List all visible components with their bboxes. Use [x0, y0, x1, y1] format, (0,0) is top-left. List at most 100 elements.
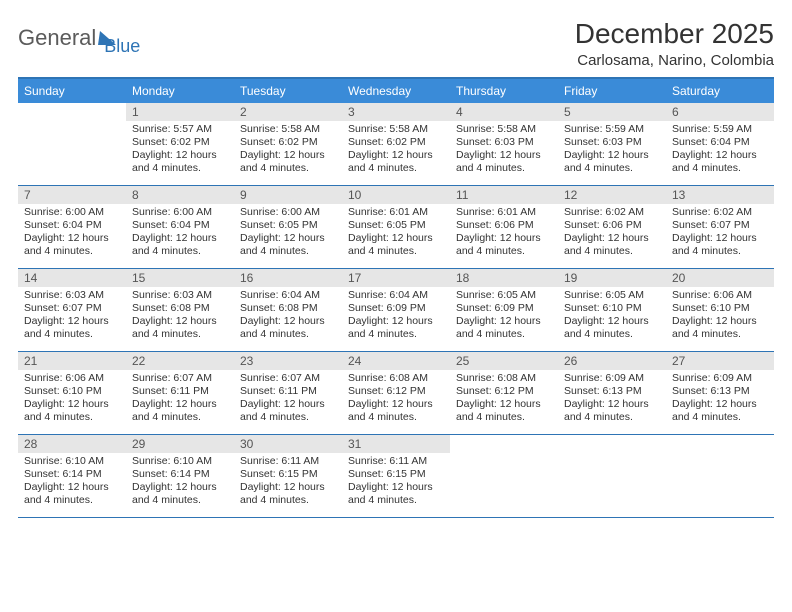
day-number: 20 — [666, 269, 774, 287]
day-number: 22 — [126, 352, 234, 370]
calendar-cell: 2Sunrise: 5:58 AMSunset: 6:02 PMDaylight… — [234, 103, 342, 185]
day-info: Sunrise: 6:06 AMSunset: 6:10 PMDaylight:… — [666, 287, 774, 346]
day-info: Sunrise: 6:06 AMSunset: 6:10 PMDaylight:… — [18, 370, 126, 429]
day-number: 31 — [342, 435, 450, 453]
calendar-cell: 31Sunrise: 6:11 AMSunset: 6:15 PMDayligh… — [342, 435, 450, 517]
calendar-cell — [666, 435, 774, 517]
month-title: December 2025 — [575, 18, 774, 50]
calendar-cell: 8Sunrise: 6:00 AMSunset: 6:04 PMDaylight… — [126, 186, 234, 268]
day-number: 30 — [234, 435, 342, 453]
calendar-cell — [558, 435, 666, 517]
day-number: 24 — [342, 352, 450, 370]
day-info: Sunrise: 6:02 AMSunset: 6:07 PMDaylight:… — [666, 204, 774, 263]
calendar-cell: 29Sunrise: 6:10 AMSunset: 6:14 PMDayligh… — [126, 435, 234, 517]
day-info: Sunrise: 6:08 AMSunset: 6:12 PMDaylight:… — [450, 370, 558, 429]
calendar-cell: 19Sunrise: 6:05 AMSunset: 6:10 PMDayligh… — [558, 269, 666, 351]
day-number: 11 — [450, 186, 558, 204]
day-number: 14 — [18, 269, 126, 287]
day-info: Sunrise: 6:00 AMSunset: 6:04 PMDaylight:… — [126, 204, 234, 263]
calendar-cell: 12Sunrise: 6:02 AMSunset: 6:06 PMDayligh… — [558, 186, 666, 268]
day-number: 5 — [558, 103, 666, 121]
day-info: Sunrise: 5:58 AMSunset: 6:03 PMDaylight:… — [450, 121, 558, 180]
day-header-cell: Wednesday — [342, 79, 450, 103]
day-info: Sunrise: 6:04 AMSunset: 6:08 PMDaylight:… — [234, 287, 342, 346]
day-header-cell: Sunday — [18, 79, 126, 103]
logo-triangle-icon — [98, 31, 118, 45]
day-number: 15 — [126, 269, 234, 287]
day-info: Sunrise: 5:59 AMSunset: 6:03 PMDaylight:… — [558, 121, 666, 180]
day-info: Sunrise: 5:57 AMSunset: 6:02 PMDaylight:… — [126, 121, 234, 180]
day-number: 27 — [666, 352, 774, 370]
calendar-cell: 11Sunrise: 6:01 AMSunset: 6:06 PMDayligh… — [450, 186, 558, 268]
day-number: 21 — [18, 352, 126, 370]
calendar-cell: 20Sunrise: 6:06 AMSunset: 6:10 PMDayligh… — [666, 269, 774, 351]
week-row: 7Sunrise: 6:00 AMSunset: 6:04 PMDaylight… — [18, 186, 774, 269]
calendar-cell: 22Sunrise: 6:07 AMSunset: 6:11 PMDayligh… — [126, 352, 234, 434]
day-info: Sunrise: 5:58 AMSunset: 6:02 PMDaylight:… — [342, 121, 450, 180]
day-number: 25 — [450, 352, 558, 370]
calendar-cell: 24Sunrise: 6:08 AMSunset: 6:12 PMDayligh… — [342, 352, 450, 434]
day-info: Sunrise: 6:08 AMSunset: 6:12 PMDaylight:… — [342, 370, 450, 429]
day-info: Sunrise: 6:05 AMSunset: 6:09 PMDaylight:… — [450, 287, 558, 346]
day-number: 10 — [342, 186, 450, 204]
logo: General Blue — [18, 18, 140, 57]
day-number: 29 — [126, 435, 234, 453]
header: General Blue December 2025 Carlosama, Na… — [18, 18, 774, 69]
day-number: 26 — [558, 352, 666, 370]
calendar-cell: 27Sunrise: 6:09 AMSunset: 6:13 PMDayligh… — [666, 352, 774, 434]
title-block: December 2025 Carlosama, Narino, Colombi… — [575, 18, 774, 69]
calendar-cell: 3Sunrise: 5:58 AMSunset: 6:02 PMDaylight… — [342, 103, 450, 185]
day-info: Sunrise: 6:01 AMSunset: 6:05 PMDaylight:… — [342, 204, 450, 263]
day-info: Sunrise: 5:58 AMSunset: 6:02 PMDaylight:… — [234, 121, 342, 180]
day-number: 28 — [18, 435, 126, 453]
day-info: Sunrise: 6:00 AMSunset: 6:04 PMDaylight:… — [18, 204, 126, 263]
day-header-cell: Tuesday — [234, 79, 342, 103]
day-info: Sunrise: 6:00 AMSunset: 6:05 PMDaylight:… — [234, 204, 342, 263]
day-info: Sunrise: 6:07 AMSunset: 6:11 PMDaylight:… — [126, 370, 234, 429]
calendar-cell: 23Sunrise: 6:07 AMSunset: 6:11 PMDayligh… — [234, 352, 342, 434]
day-number: 13 — [666, 186, 774, 204]
calendar-cell: 25Sunrise: 6:08 AMSunset: 6:12 PMDayligh… — [450, 352, 558, 434]
calendar-cell: 6Sunrise: 5:59 AMSunset: 6:04 PMDaylight… — [666, 103, 774, 185]
day-info: Sunrise: 6:04 AMSunset: 6:09 PMDaylight:… — [342, 287, 450, 346]
calendar: SundayMondayTuesdayWednesdayThursdayFrid… — [18, 77, 774, 518]
day-info: Sunrise: 6:09 AMSunset: 6:13 PMDaylight:… — [558, 370, 666, 429]
location: Carlosama, Narino, Colombia — [575, 52, 774, 69]
day-number: 3 — [342, 103, 450, 121]
calendar-cell: 1Sunrise: 5:57 AMSunset: 6:02 PMDaylight… — [126, 103, 234, 185]
calendar-cell: 13Sunrise: 6:02 AMSunset: 6:07 PMDayligh… — [666, 186, 774, 268]
day-header-cell: Friday — [558, 79, 666, 103]
day-info: Sunrise: 6:10 AMSunset: 6:14 PMDaylight:… — [18, 453, 126, 512]
day-number: 1 — [126, 103, 234, 121]
day-header-row: SundayMondayTuesdayWednesdayThursdayFrid… — [18, 79, 774, 103]
logo-text-general: General — [18, 25, 96, 51]
day-number: 16 — [234, 269, 342, 287]
calendar-cell: 26Sunrise: 6:09 AMSunset: 6:13 PMDayligh… — [558, 352, 666, 434]
day-header-cell: Saturday — [666, 79, 774, 103]
day-header-cell: Thursday — [450, 79, 558, 103]
week-row: 28Sunrise: 6:10 AMSunset: 6:14 PMDayligh… — [18, 435, 774, 518]
calendar-cell — [450, 435, 558, 517]
day-number: 2 — [234, 103, 342, 121]
week-row: 21Sunrise: 6:06 AMSunset: 6:10 PMDayligh… — [18, 352, 774, 435]
calendar-cell: 30Sunrise: 6:11 AMSunset: 6:15 PMDayligh… — [234, 435, 342, 517]
calendar-cell: 7Sunrise: 6:00 AMSunset: 6:04 PMDaylight… — [18, 186, 126, 268]
calendar-cell: 14Sunrise: 6:03 AMSunset: 6:07 PMDayligh… — [18, 269, 126, 351]
day-number: 7 — [18, 186, 126, 204]
day-info: Sunrise: 5:59 AMSunset: 6:04 PMDaylight:… — [666, 121, 774, 180]
week-row: 1Sunrise: 5:57 AMSunset: 6:02 PMDaylight… — [18, 103, 774, 186]
day-number: 6 — [666, 103, 774, 121]
calendar-cell: 16Sunrise: 6:04 AMSunset: 6:08 PMDayligh… — [234, 269, 342, 351]
day-number: 23 — [234, 352, 342, 370]
day-info: Sunrise: 6:02 AMSunset: 6:06 PMDaylight:… — [558, 204, 666, 263]
day-info: Sunrise: 6:07 AMSunset: 6:11 PMDaylight:… — [234, 370, 342, 429]
day-header-cell: Monday — [126, 79, 234, 103]
day-info: Sunrise: 6:11 AMSunset: 6:15 PMDaylight:… — [234, 453, 342, 512]
calendar-cell: 17Sunrise: 6:04 AMSunset: 6:09 PMDayligh… — [342, 269, 450, 351]
day-number: 17 — [342, 269, 450, 287]
day-info: Sunrise: 6:11 AMSunset: 6:15 PMDaylight:… — [342, 453, 450, 512]
day-number: 8 — [126, 186, 234, 204]
day-number: 9 — [234, 186, 342, 204]
day-number: 4 — [450, 103, 558, 121]
calendar-cell: 15Sunrise: 6:03 AMSunset: 6:08 PMDayligh… — [126, 269, 234, 351]
